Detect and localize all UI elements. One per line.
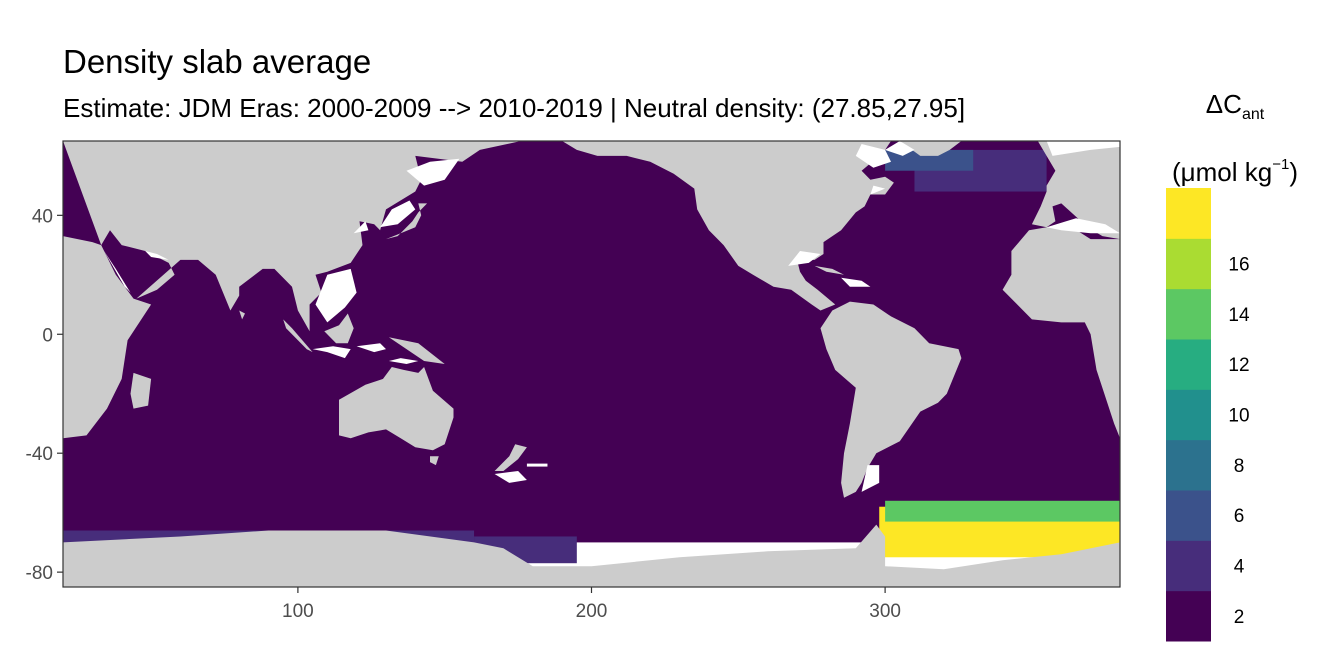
legend-break-label: 2 [1234,607,1245,628]
legend-title: ΔCant (μmol kg−1) [1150,86,1320,190]
land-tasmania [430,456,439,466]
legend-break-label: 8 [1234,456,1245,477]
land-north-america [562,141,894,311]
y-tick-label: 0 [42,325,53,346]
land-europe [1031,141,1120,240]
legend-title-main: ΔC [1205,89,1242,119]
no-data-japan-sea [380,200,416,228]
legend-swatch [1166,540,1211,592]
map-panel [63,141,1120,587]
legend-swatch [1166,389,1211,441]
y-tick-label: 40 [32,206,53,227]
land-arabia-asia [63,141,521,332]
no-data-mediterranean [1046,218,1120,234]
no-data-red-sea [104,251,131,293]
land-madagascar [130,372,152,409]
legend-unit-sup: −1 [1272,156,1290,173]
land-antarctica [63,524,1120,587]
chart-subtitle: Estimate: JDM Eras: 2000-2009 --> 2010-2… [63,93,966,123]
x-tick-label: 100 [282,601,314,622]
land-greenland [899,141,962,156]
legend-unit-open: (μmol kg [1172,157,1273,187]
land-sumatra [283,319,313,353]
legend-title-sub: ant [1241,106,1265,123]
legend-swatch [1166,590,1211,642]
legend-break-label: 4 [1234,557,1245,578]
legend-break-label: 14 [1228,305,1250,326]
no-data-chatham-rise [526,463,548,467]
no-data-campbell-plateau [494,471,527,483]
land-africa-east-copy [1002,224,1120,439]
no-data-java-sea [312,346,351,359]
land-africa [63,141,152,439]
land-cuba [814,265,844,275]
y-tick-label: -40 [26,444,53,465]
legend-unit-close: ) [1289,157,1298,187]
land-australia [339,367,454,451]
land-south-america [820,301,962,498]
chart-title: Density slab average [63,43,372,80]
legend-swatch [1166,490,1211,541]
no-data-gulf-st-lawrence [870,185,886,195]
land-new-zealand [494,444,527,471]
no-data-yellow-sea [353,221,369,234]
no-data-barents-norwegian [1046,141,1120,156]
land-japan [386,203,428,240]
data-region-6 [885,149,974,171]
no-data-patagonian-shelf [861,465,880,492]
land-india-island [239,310,245,320]
legend-swatch [1166,439,1211,491]
data-region-4 [885,500,1120,522]
legend-swatch [1166,188,1211,239]
no-data-caribbean-isles [841,277,871,287]
legend-break-label: 12 [1228,355,1249,376]
legend-break-label: 6 [1234,506,1245,527]
legend-break-label: 16 [1228,255,1249,276]
no-data-hudson-labrador [855,144,891,168]
legend: 2 4 6 8 10 12 14 16 [1166,188,1250,642]
legend-unit: (μmol kg−1) [1150,147,1320,190]
x-tick-label: 200 [576,601,608,622]
land-borneo [324,313,354,344]
no-data-banda-sea [356,343,386,353]
legend-swatch [1166,339,1211,390]
no-data-sea-of-okhotsk [406,158,460,186]
legend-swatch [1166,238,1211,290]
no-data-persian-gulf [145,251,169,260]
y-tick-label: -80 [26,563,53,584]
legend-swatch [1166,288,1211,340]
legend-break-label: 10 [1228,406,1249,427]
no-data-gulf-of-mexico-shelf [788,251,821,266]
land-antarctica-weddell-shelf [873,542,1120,587]
land-new-guinea [388,337,445,364]
no-data-arafura [388,358,419,364]
x-tick-label: 300 [869,601,901,622]
no-data-arctic-shelf-greenland [885,141,915,156]
no-data-south-china-sea [315,268,357,323]
